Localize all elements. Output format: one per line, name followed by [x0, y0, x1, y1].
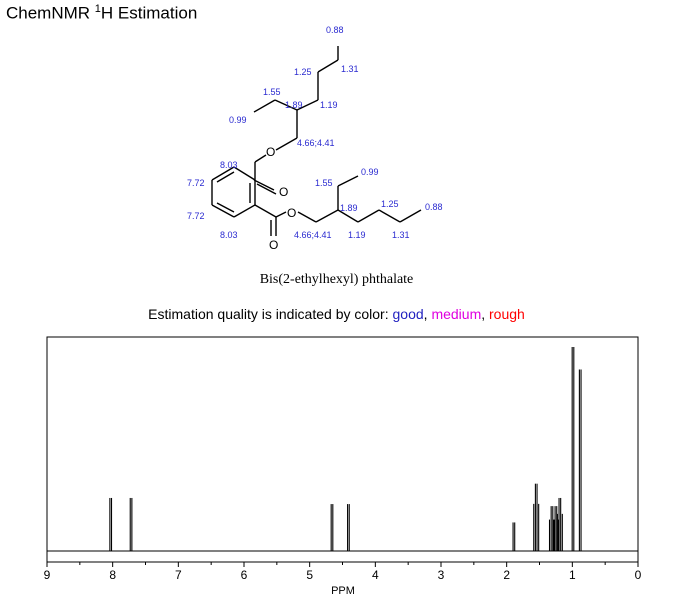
- molecule-structure: O O O O 0.88 1.25 1.31 1.55 1.89 1.19 0.…: [187, 25, 443, 252]
- quality-rough: rough: [489, 306, 525, 322]
- shift-top-ch2-c: 1.19: [320, 100, 338, 110]
- shift-top-och2: 4.66;4.41: [297, 138, 335, 148]
- title-prefix: ChemNMR: [6, 3, 95, 23]
- oxygen-carbonyl-bottom: O: [269, 238, 278, 252]
- estimation-quality-legend: Estimation quality is indicated by color…: [0, 306, 673, 322]
- x-axis-label: PPM: [331, 585, 355, 597]
- x-tick-label: 6: [241, 568, 248, 582]
- oxygen-carbonyl-top: O: [279, 185, 288, 199]
- shift-bottom-och2: 4.66;4.41: [294, 230, 332, 240]
- oxygen-ester-top: O: [266, 145, 275, 159]
- x-tick-label: 3: [438, 568, 445, 582]
- shift-aromatic-h-bottom: 8.03: [220, 230, 238, 240]
- x-tick-label: 0: [635, 568, 642, 582]
- quality-separator: ,: [423, 306, 432, 322]
- quality-good: good: [392, 306, 424, 322]
- atom-labels: O O O O: [266, 145, 296, 252]
- quality-separator: ,: [481, 306, 490, 322]
- shift-top-ch2-a: 1.25: [294, 67, 312, 77]
- bond-lines: [211, 46, 422, 236]
- x-tick-label: 1: [569, 568, 576, 582]
- shift-bottom-ch2-a: 1.25: [381, 199, 399, 209]
- quality-prefix: Estimation quality is indicated by color…: [148, 306, 393, 322]
- shift-top-ethyl-ch2: 1.55: [263, 87, 281, 97]
- shift-aromatic-h-lower-left: 7.72: [187, 211, 205, 221]
- shift-bottom-ch2-c: 1.19: [348, 230, 366, 240]
- title-superscript: 1: [94, 3, 101, 15]
- oxygen-ester-bottom: O: [287, 206, 296, 220]
- shift-aromatic-h-top: 8.03: [220, 160, 238, 170]
- x-tick-label: 2: [503, 568, 510, 582]
- x-axis-tick-labels: 9 8 7 6 5 4 3 2 1 0: [44, 568, 642, 582]
- shift-top-ch3: 0.88: [326, 25, 344, 35]
- x-tick-label: 9: [44, 568, 51, 582]
- x-tick-label: 5: [306, 568, 313, 582]
- shift-top-ethyl-ch3: 0.99: [229, 115, 247, 125]
- shift-aromatic-h-upper-left: 7.72: [187, 178, 205, 188]
- shift-labels: 0.88 1.25 1.31 1.55 1.89 1.19 0.99 4.66;…: [187, 25, 443, 240]
- shift-top-ch: 1.89: [285, 100, 303, 110]
- shift-bottom-ch: 1.89: [340, 203, 358, 213]
- shift-bottom-ch3: 0.88: [425, 202, 443, 212]
- x-tick-label: 7: [175, 568, 182, 582]
- x-axis-ticks: [46, 562, 639, 567]
- shift-bottom-ethyl-ch3: 0.99: [361, 167, 379, 177]
- x-tick-label: 4: [372, 568, 379, 582]
- shift-bottom-ethyl-ch2: 1.55: [315, 178, 333, 188]
- peak-lines: [109, 347, 582, 551]
- shift-bottom-ch2-b: 1.31: [392, 230, 410, 240]
- quality-medium: medium: [431, 306, 482, 322]
- shift-top-ch2-b: 1.31: [341, 64, 359, 74]
- x-tick-label: 8: [109, 568, 116, 582]
- page-title: ChemNMR 1H Estimation: [6, 3, 197, 24]
- compound-name: Bis(2-ethylhexyl) phthalate: [259, 272, 414, 287]
- title-suffix: H Estimation: [100, 3, 198, 23]
